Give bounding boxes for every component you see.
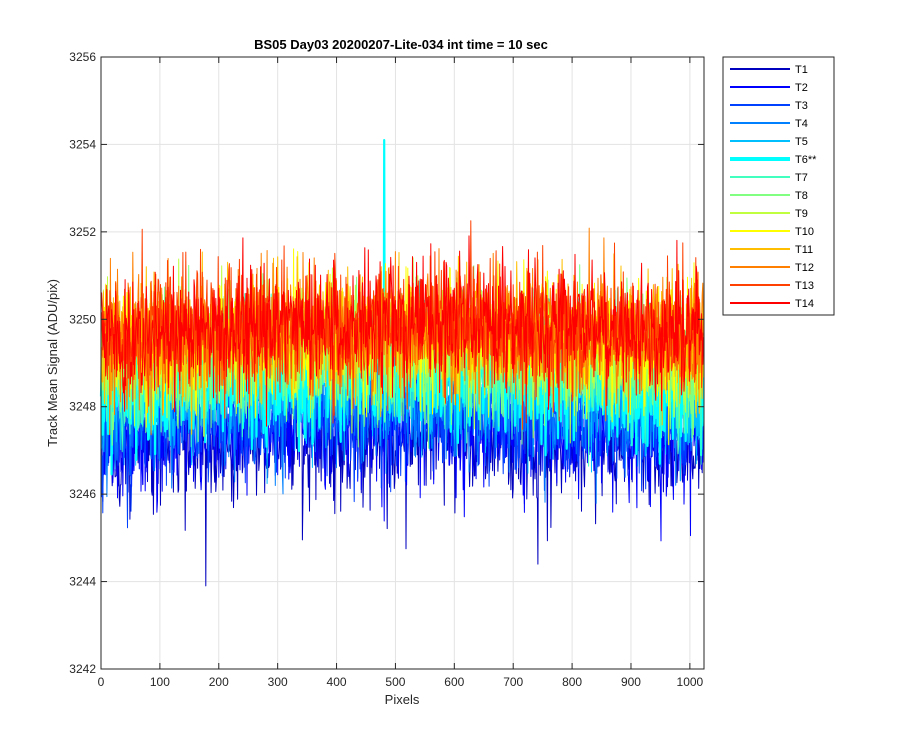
x-tick-label: 300 bbox=[268, 675, 288, 689]
legend: T1 T2 T3 T4 T5 T6** T7 T8 T9 T10 T11 T12 T13 T14 bbox=[722, 56, 835, 316]
x-tick-label: 900 bbox=[621, 675, 641, 689]
x-tick-label: 800 bbox=[562, 675, 582, 689]
plot-frame bbox=[100, 56, 705, 670]
legend-label: T13 bbox=[795, 280, 814, 292]
x-tick-label: 700 bbox=[503, 675, 523, 689]
x-tick-label: 500 bbox=[385, 675, 405, 689]
y-tick-label: 3242 bbox=[69, 662, 96, 676]
axis-ticks: 0 100 200 300 400 500 600 700 800 900 1000 3242 3244… bbox=[69, 50, 704, 689]
legend-label: T10 bbox=[795, 226, 814, 238]
y-tick-label: 3254 bbox=[69, 137, 96, 151]
y-tick-label: 3252 bbox=[69, 225, 96, 239]
legend-label: T5 bbox=[795, 136, 808, 148]
legend-label: T9 bbox=[795, 208, 808, 220]
legend-label: T3 bbox=[795, 100, 808, 112]
x-axis-label: Pixels bbox=[385, 692, 420, 707]
y-tick-label: 3256 bbox=[69, 50, 96, 64]
series-lines bbox=[99, 139, 705, 587]
legend-label: T1 bbox=[795, 64, 808, 76]
x-tick-label: 1000 bbox=[677, 675, 704, 689]
legend-box bbox=[722, 56, 835, 316]
legend-label: T2 bbox=[795, 82, 808, 94]
x-tick-label: 600 bbox=[444, 675, 464, 689]
y-tick-label: 3244 bbox=[69, 575, 96, 589]
x-tick-label: 0 bbox=[98, 675, 105, 689]
legend-label: T6** bbox=[795, 154, 817, 166]
y-tick-label: 3250 bbox=[69, 312, 96, 326]
x-tick-label: 100 bbox=[150, 675, 170, 689]
series-line-t14 bbox=[100, 235, 704, 427]
chart-title: BS05 Day03 20200207-Lite-034 int time = … bbox=[254, 37, 548, 52]
legend-label: T12 bbox=[795, 262, 814, 274]
y-axis-label: Track Mean Signal (ADU/pix) bbox=[45, 279, 60, 447]
legend-label: T4 bbox=[795, 118, 808, 130]
y-tick-label: 3246 bbox=[69, 487, 96, 501]
legend-label: T7 bbox=[795, 172, 808, 184]
legend-label: T14 bbox=[795, 298, 814, 310]
legend-label: T11 bbox=[795, 244, 813, 256]
y-tick-label: 3248 bbox=[69, 400, 96, 414]
x-tick-label: 200 bbox=[209, 675, 229, 689]
x-tick-label: 400 bbox=[327, 675, 347, 689]
legend-label: T8 bbox=[795, 190, 808, 202]
